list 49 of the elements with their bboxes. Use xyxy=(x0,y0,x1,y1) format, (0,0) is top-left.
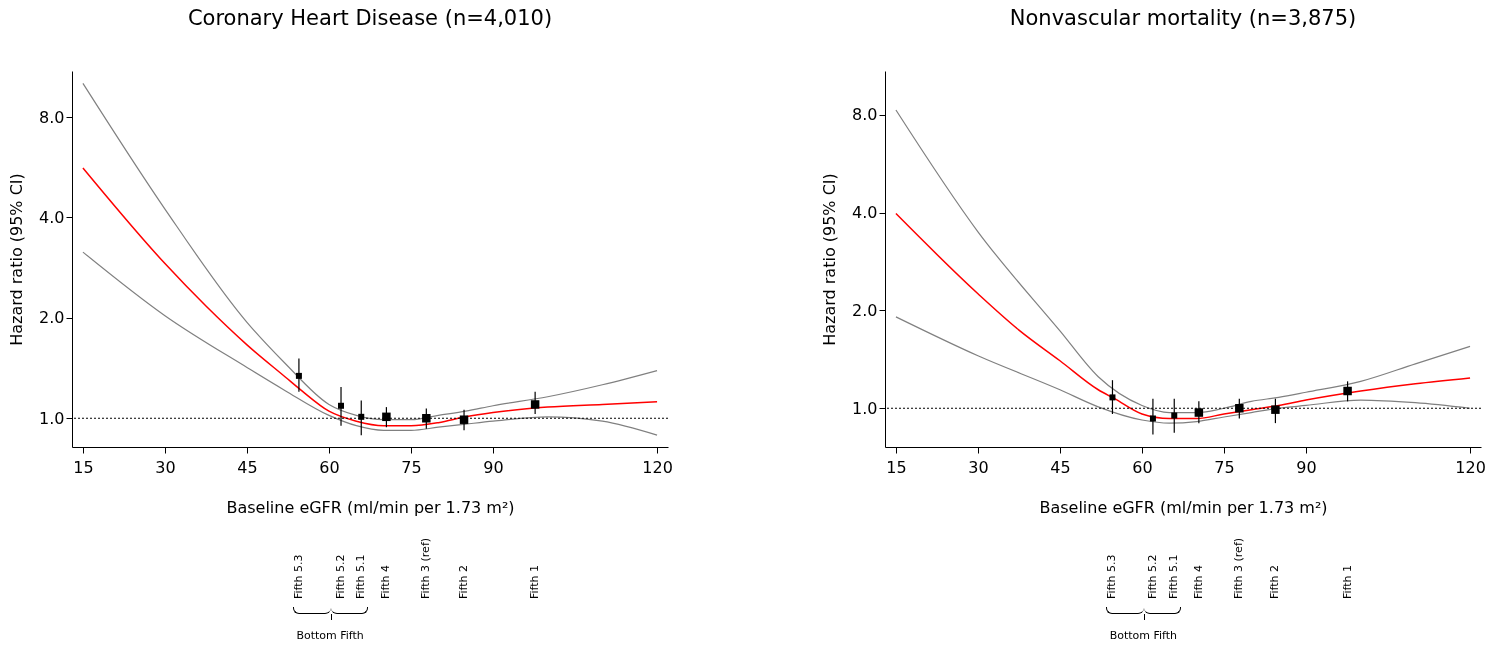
x-tick-label: 30 xyxy=(968,457,989,477)
y-tick-label: 1.0 xyxy=(39,408,65,428)
line-series xyxy=(895,316,1471,424)
text: Fifth 3 (ref) xyxy=(419,537,433,599)
y-tick-label: 4.0 xyxy=(852,203,878,223)
text: Fifth 2 xyxy=(457,564,471,599)
line-series xyxy=(895,212,1471,420)
y-tick-label: 4.0 xyxy=(39,208,65,227)
x-tick-label: 120 xyxy=(1455,457,1486,477)
x-tick-label: 45 xyxy=(1050,457,1071,477)
text: Fifth 5.2 xyxy=(1145,554,1159,599)
text: Bottom Fifth xyxy=(296,629,364,642)
x-tick-label: 15 xyxy=(73,457,94,477)
x-axis-title: Baseline eGFR (ml/min per 1.73 m²) xyxy=(1039,497,1328,517)
y-tick-label: 2.0 xyxy=(852,300,878,320)
text: Fifth 5.3 xyxy=(1105,554,1119,599)
x-tick-label: 30 xyxy=(155,457,176,477)
x-tick-label: 75 xyxy=(1214,457,1235,477)
text: Bottom Fifth xyxy=(1109,629,1178,642)
y-tick-label: 8.0 xyxy=(852,105,878,125)
line-series xyxy=(82,251,658,436)
line-series xyxy=(82,82,658,421)
text: Fifth 4 xyxy=(379,564,393,599)
y-tick-label: 2.0 xyxy=(39,308,65,328)
text: Fifth 5.2 xyxy=(334,554,348,599)
text: Fifth 1 xyxy=(528,564,542,599)
text: Fifth 5.3 xyxy=(291,554,305,599)
x-tick-label: 90 xyxy=(483,457,504,477)
y-axis-title: Hazard ratio (95% CI) xyxy=(7,173,27,346)
y-tick-label: 1.0 xyxy=(852,398,878,418)
text: Fifth 4 xyxy=(1191,564,1205,599)
y-axis-title: Hazard ratio (95% CI) xyxy=(820,173,840,346)
chart-title: Nonvascular mortality (n=3,875) xyxy=(1009,6,1357,30)
text: Fifth 1 xyxy=(1340,564,1354,599)
y-tick-label: 8.0 xyxy=(39,107,65,127)
x-tick-label: 45 xyxy=(237,457,258,477)
text: Fifth 2 xyxy=(1268,564,1282,599)
x-tick-label: 60 xyxy=(1132,457,1153,477)
text: Fifth 5.1 xyxy=(354,554,368,599)
text: Fifth 3 (ref) xyxy=(1232,537,1246,599)
x-tick-label: 15 xyxy=(886,457,907,477)
text: Fifth 5.1 xyxy=(1167,554,1181,599)
x-tick-label: 90 xyxy=(1296,457,1317,477)
x-tick-label: 120 xyxy=(642,457,673,477)
line-series xyxy=(82,167,658,427)
x-tick-label: 60 xyxy=(319,457,340,477)
x-tick-label: 75 xyxy=(401,457,422,477)
x-axis-title: Baseline eGFR (ml/min per 1.73 m²) xyxy=(226,497,515,517)
chart-title: Coronary Heart Disease (n=4,010) xyxy=(187,6,553,30)
